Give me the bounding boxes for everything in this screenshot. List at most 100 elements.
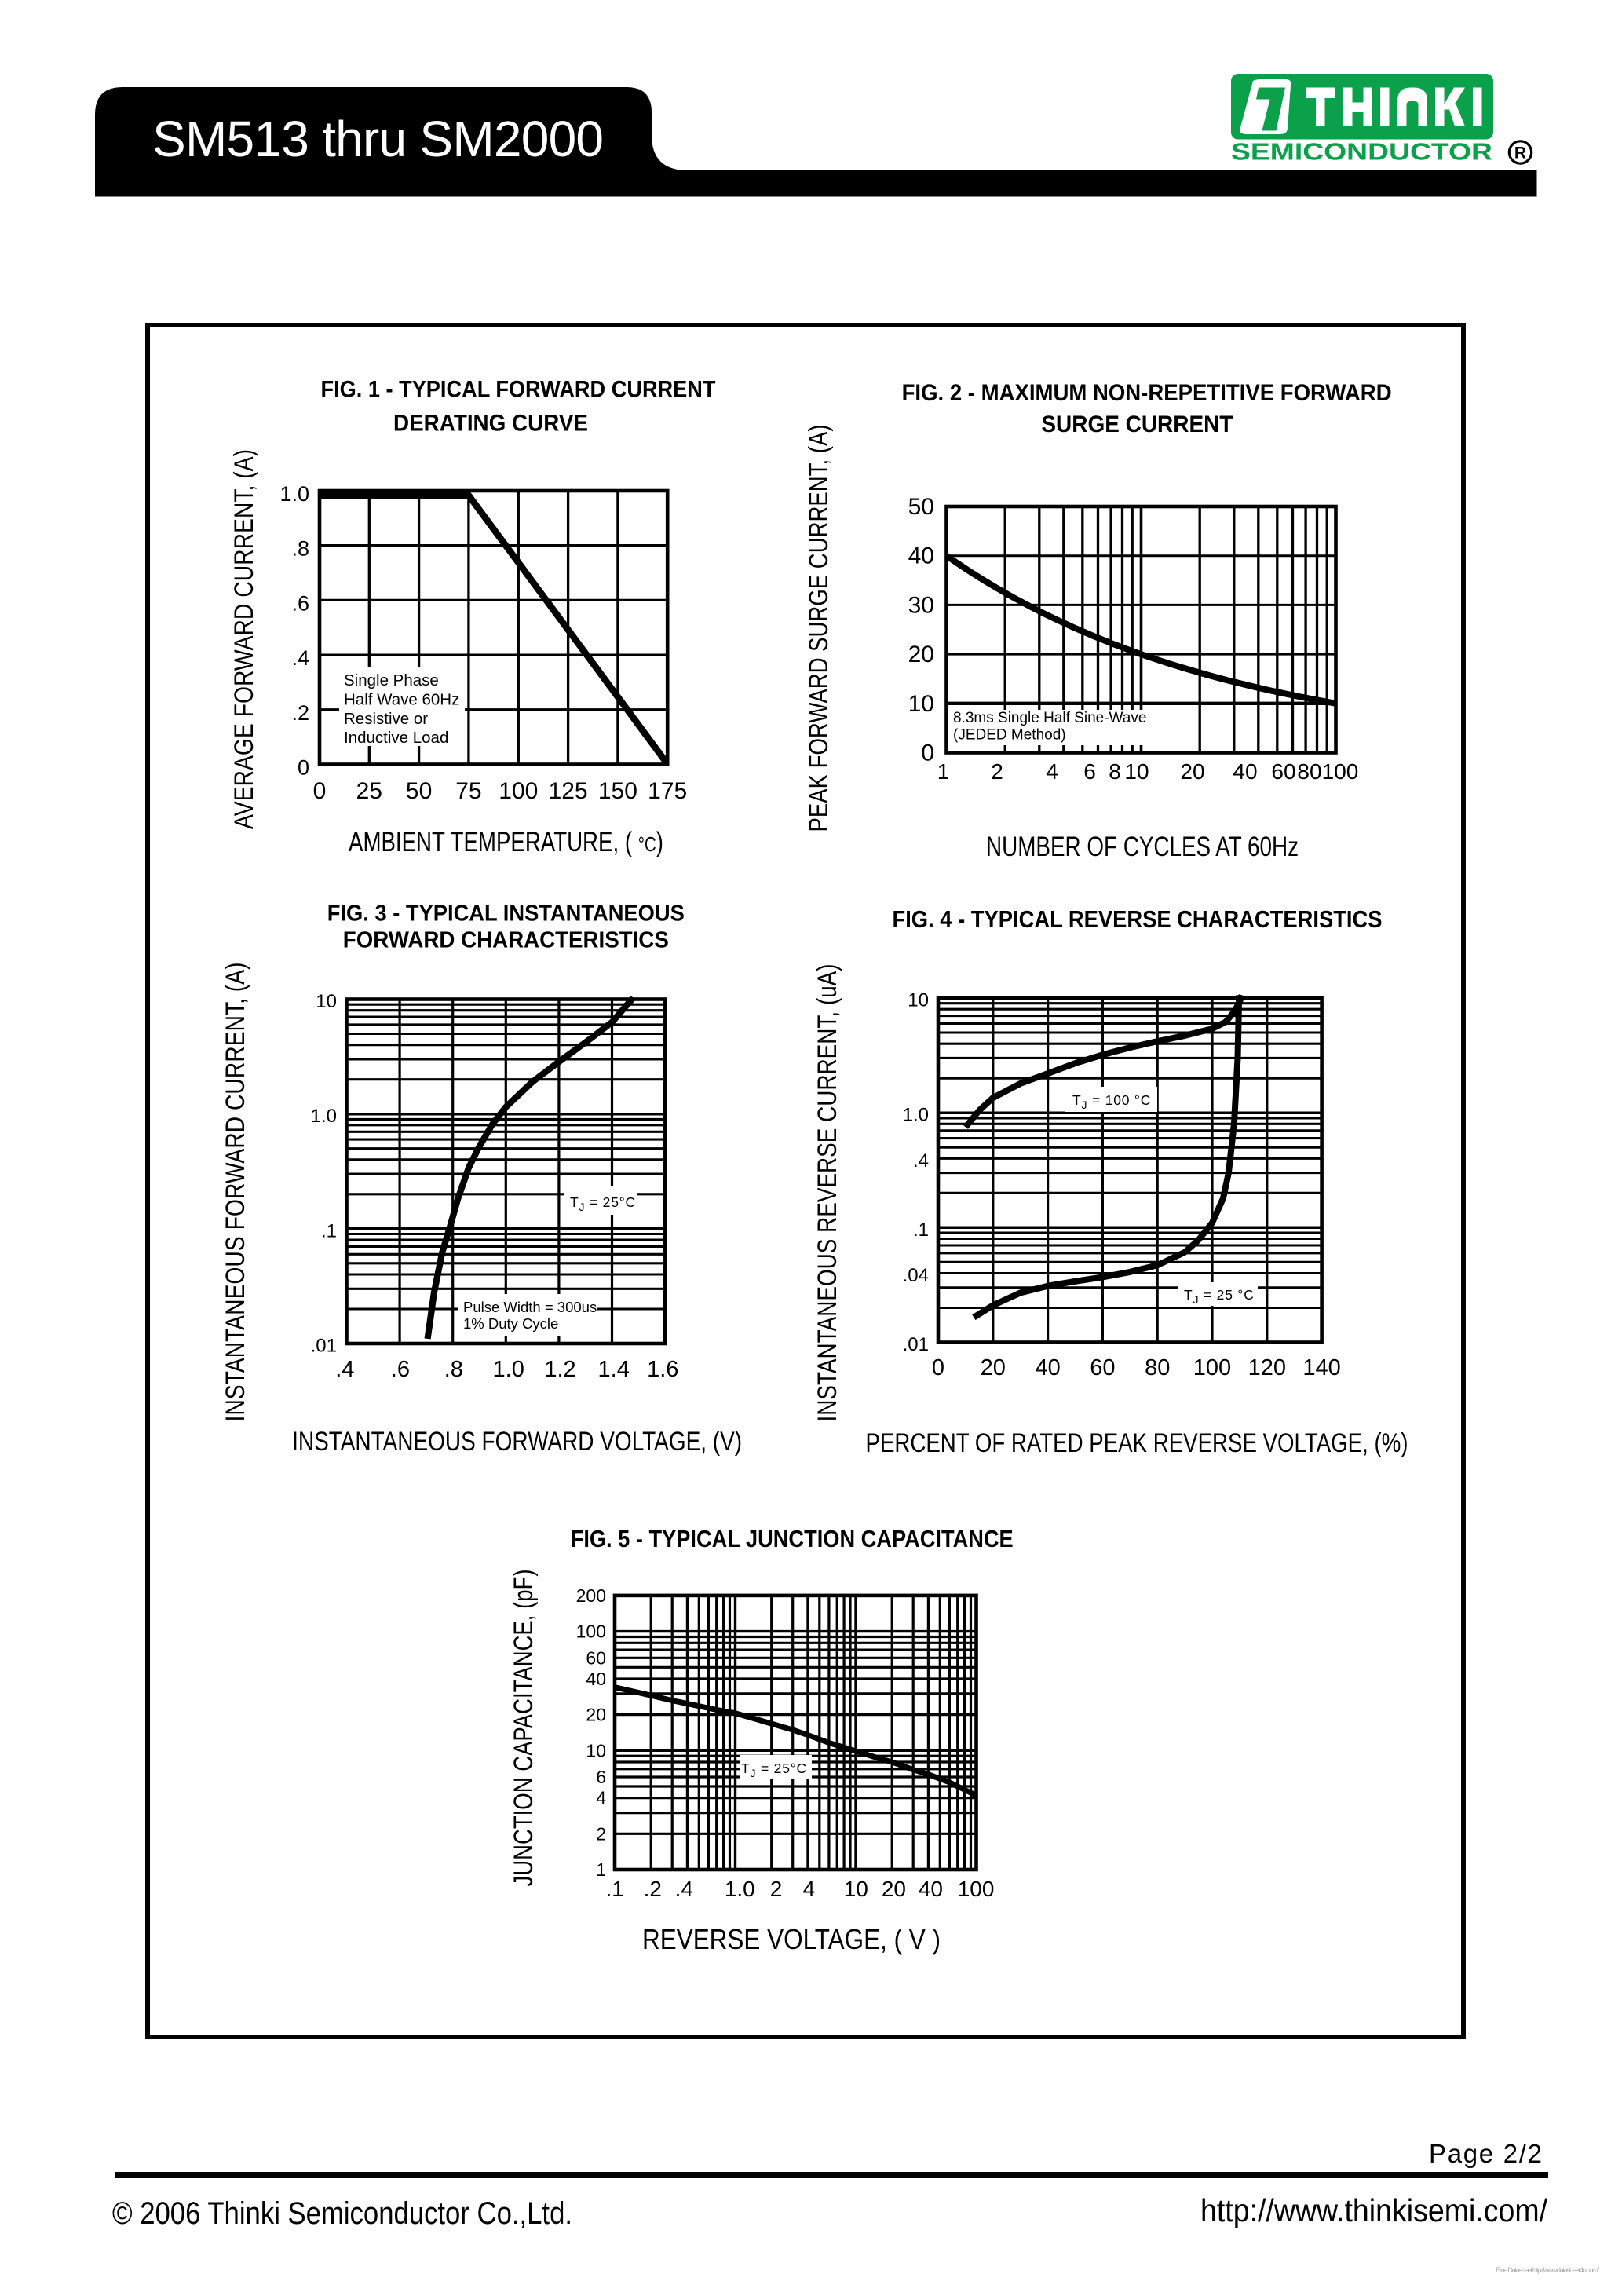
svg-text:DERATING CURVE: DERATING CURVE bbox=[393, 411, 588, 437]
svg-text:100: 100 bbox=[1193, 1355, 1231, 1380]
svg-text:175: 175 bbox=[648, 778, 687, 804]
svg-text:1.0: 1.0 bbox=[725, 1877, 755, 1901]
svg-text:NUMBER OF CYCLES AT 60Hz: NUMBER OF CYCLES AT 60Hz bbox=[986, 832, 1299, 862]
svg-text:(JEDED Method): (JEDED Method) bbox=[953, 727, 1066, 744]
svg-text:.04: .04 bbox=[903, 1265, 929, 1286]
svg-text:75: 75 bbox=[455, 778, 481, 804]
svg-text:.1: .1 bbox=[913, 1219, 929, 1241]
svg-text:140: 140 bbox=[1302, 1355, 1340, 1380]
svg-text:© 2006 Thinki Semiconductor: © 2006 Thinki Semiconductor Co.,Ltd. bbox=[112, 2196, 572, 2231]
svg-text:Resistive or: Resistive or bbox=[344, 710, 428, 728]
svg-text:50: 50 bbox=[908, 494, 934, 520]
svg-text:Free Datasheet http://www.data: Free Datasheet http://www.datasheet4u.co… bbox=[1496, 2266, 1599, 2275]
svg-text:.6: .6 bbox=[291, 591, 309, 615]
svg-text:1.6: 1.6 bbox=[647, 1357, 678, 1382]
svg-text:FIG. 1 - TYPICAL FORWARD CURRE: FIG. 1 - TYPICAL FORWARD CURRENT bbox=[321, 377, 716, 403]
svg-text:10: 10 bbox=[908, 990, 929, 1011]
svg-text:40: 40 bbox=[1035, 1355, 1060, 1380]
svg-text:2: 2 bbox=[770, 1877, 783, 1901]
svg-text:10: 10 bbox=[586, 1740, 606, 1760]
svg-text:SURGE CURRENT: SURGE CURRENT bbox=[1041, 411, 1233, 437]
svg-text:.6: .6 bbox=[391, 1357, 410, 1382]
svg-text:PEAK FORWARD SURGE CURRENT, (A: PEAK FORWARD SURGE CURRENT, (A) bbox=[804, 425, 834, 832]
svg-text:100: 100 bbox=[1322, 759, 1359, 784]
svg-text:10: 10 bbox=[316, 991, 337, 1012]
svg-text:1.0: 1.0 bbox=[279, 482, 309, 506]
svg-text:6: 6 bbox=[1083, 759, 1096, 784]
svg-text:Page 2/2: Page 2/2 bbox=[1429, 2139, 1542, 2168]
svg-text:1.0: 1.0 bbox=[311, 1106, 337, 1127]
svg-text:125: 125 bbox=[549, 778, 588, 804]
svg-text:.01: .01 bbox=[903, 1334, 929, 1355]
svg-text:Pulse Width = 300us: Pulse Width = 300us bbox=[463, 1299, 597, 1315]
svg-text:AVERAGE FORWARD CURRENT, (A): AVERAGE FORWARD CURRENT, (A) bbox=[229, 449, 259, 829]
svg-text:FORWARD CHARACTERISTICS: FORWARD CHARACTERISTICS bbox=[343, 927, 669, 952]
svg-text:10: 10 bbox=[1124, 759, 1149, 784]
svg-text:.2: .2 bbox=[291, 701, 309, 725]
svg-text:80: 80 bbox=[1297, 759, 1321, 784]
svg-text:0: 0 bbox=[932, 1355, 944, 1380]
svg-text:60: 60 bbox=[586, 1647, 606, 1668]
svg-text:100: 100 bbox=[576, 1621, 606, 1642]
svg-text:AMBIENT TEMPERATURE, ( °C): AMBIENT TEMPERATURE, ( °C) bbox=[349, 827, 663, 857]
svg-text:120: 120 bbox=[1248, 1355, 1286, 1380]
svg-text:1.4: 1.4 bbox=[598, 1357, 630, 1382]
svg-text:40: 40 bbox=[908, 543, 934, 569]
svg-text:SEMICONDUCTOR: SEMICONDUCTOR bbox=[1231, 138, 1492, 166]
svg-text:1.0: 1.0 bbox=[493, 1357, 524, 1382]
svg-text:INSTANTANEOUS REVERSE CURRENT,: INSTANTANEOUS REVERSE CURRENT, (uA) bbox=[813, 964, 842, 1422]
svg-text:.4: .4 bbox=[291, 646, 309, 670]
svg-text:Single Phase: Single Phase bbox=[344, 671, 439, 689]
svg-text:.01: .01 bbox=[311, 1336, 337, 1357]
svg-text:INSTANTANEOUS FORWARD VOLTAGE,: INSTANTANEOUS FORWARD VOLTAGE, (V) bbox=[292, 1427, 742, 1457]
svg-text:FIG. 2 - MAXIMUM NON-REPETITIV: FIG. 2 - MAXIMUM NON-REPETITIVE FORWARD bbox=[902, 380, 1392, 406]
svg-text:40: 40 bbox=[919, 1877, 943, 1901]
svg-text:0: 0 bbox=[313, 778, 327, 804]
svg-text:SM513 thru SM2000: SM513 thru SM2000 bbox=[152, 111, 604, 167]
svg-text:2: 2 bbox=[991, 759, 1003, 784]
svg-text:FIG. 5 - TYPICAL JUNCTION CAPA: FIG. 5 - TYPICAL JUNCTION CAPACITANCE bbox=[571, 1525, 1014, 1552]
svg-text:25: 25 bbox=[356, 778, 382, 804]
svg-text:8: 8 bbox=[1109, 759, 1121, 784]
svg-text:20: 20 bbox=[981, 1355, 1006, 1380]
svg-text:4: 4 bbox=[803, 1877, 816, 1901]
svg-text:60: 60 bbox=[1090, 1355, 1115, 1380]
svg-text:0: 0 bbox=[921, 740, 934, 766]
svg-text:4: 4 bbox=[1046, 759, 1058, 784]
svg-text:4: 4 bbox=[596, 1788, 606, 1808]
svg-text:20: 20 bbox=[908, 642, 934, 667]
svg-text:1.0: 1.0 bbox=[903, 1105, 929, 1126]
svg-text:2: 2 bbox=[596, 1823, 606, 1844]
svg-text:.1: .1 bbox=[321, 1220, 337, 1241]
svg-text:1.2: 1.2 bbox=[544, 1357, 575, 1382]
svg-text:INSTANTANEOUS FORWARD CURRENT,: INSTANTANEOUS FORWARD CURRENT, (A) bbox=[221, 963, 250, 1422]
svg-text:60: 60 bbox=[1271, 759, 1295, 784]
svg-text:100: 100 bbox=[499, 778, 538, 804]
svg-text:1: 1 bbox=[596, 1859, 606, 1880]
svg-text:1% Duty Cycle: 1% Duty Cycle bbox=[463, 1315, 558, 1332]
svg-text:JUNCTION CAPACITANCE, (pF): JUNCTION CAPACITANCE, (pF) bbox=[509, 1570, 539, 1887]
svg-text:40: 40 bbox=[586, 1669, 606, 1689]
svg-text:40: 40 bbox=[1233, 759, 1257, 784]
svg-text:100: 100 bbox=[958, 1877, 995, 1901]
svg-text:Half Wave 60Hz: Half Wave 60Hz bbox=[344, 690, 459, 708]
svg-text:30: 30 bbox=[908, 592, 934, 618]
svg-text:R: R bbox=[1514, 144, 1526, 163]
svg-text:6: 6 bbox=[596, 1767, 606, 1787]
svg-text:.4: .4 bbox=[335, 1357, 354, 1382]
svg-text:Inductive Load: Inductive Load bbox=[344, 729, 448, 747]
svg-text:http://www.thinkisemi.com/: http://www.thinkisemi.com/ bbox=[1200, 2192, 1548, 2228]
svg-text:200: 200 bbox=[576, 1585, 606, 1606]
svg-text:8.3ms Single Half Sine-Wave: 8.3ms Single Half Sine-Wave bbox=[953, 710, 1146, 726]
svg-text:1: 1 bbox=[937, 759, 950, 784]
svg-text:.2: .2 bbox=[644, 1877, 662, 1901]
svg-text:150: 150 bbox=[598, 778, 637, 804]
svg-text:20: 20 bbox=[586, 1705, 606, 1725]
svg-text:.4: .4 bbox=[675, 1877, 693, 1901]
svg-text:FIG. 3 - TYPICAL INSTANTANEOUS: FIG. 3 - TYPICAL INSTANTANEOUS bbox=[327, 901, 685, 926]
svg-text:80: 80 bbox=[1145, 1355, 1170, 1380]
svg-text:20: 20 bbox=[882, 1877, 906, 1901]
svg-text:.8: .8 bbox=[291, 537, 309, 561]
svg-text:20: 20 bbox=[1180, 759, 1204, 784]
svg-text:.8: .8 bbox=[444, 1357, 463, 1382]
